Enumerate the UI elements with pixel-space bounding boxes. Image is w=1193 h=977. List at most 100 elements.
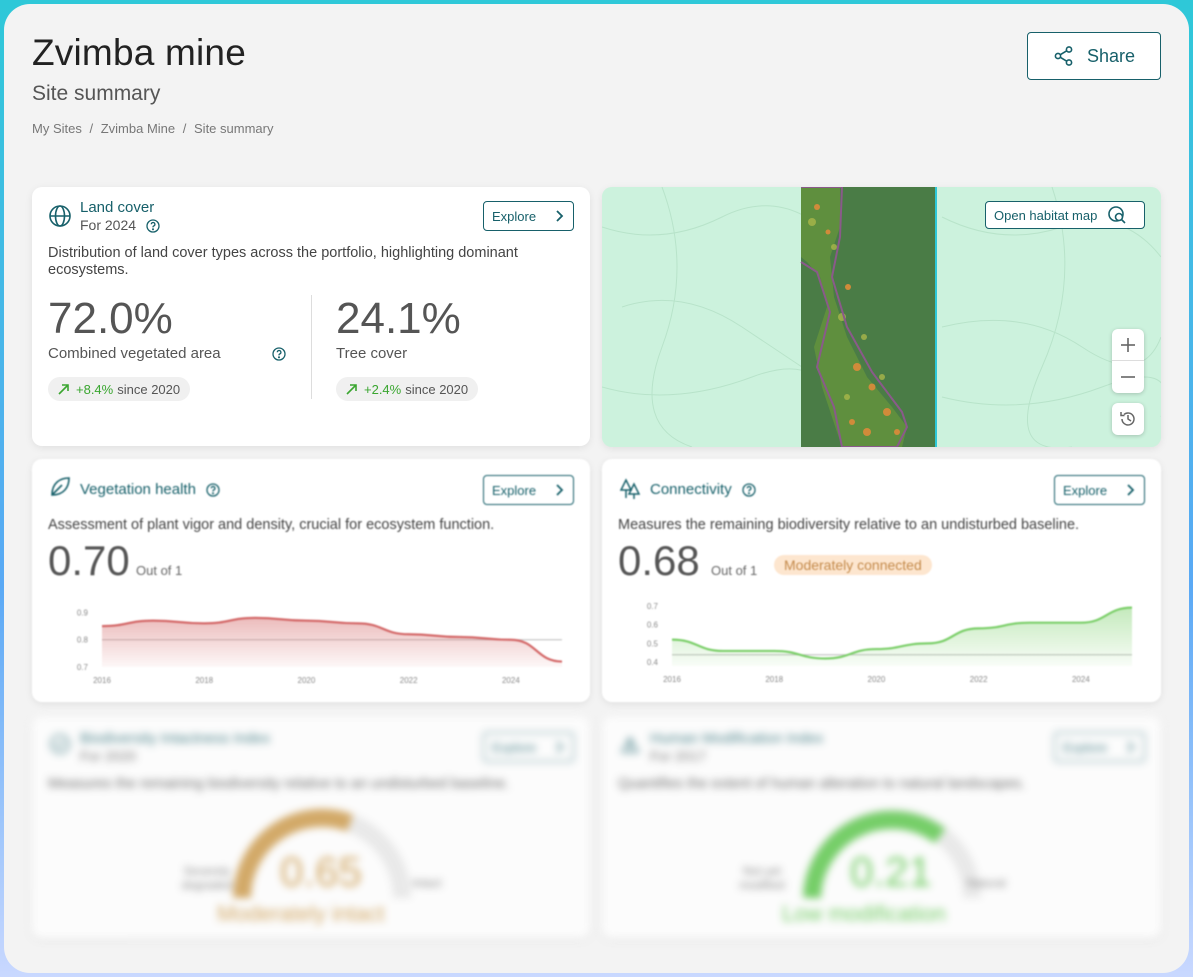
connectivity-status-badge: Moderately connected	[774, 555, 932, 575]
vegetation-health-title-text: Vegetation health	[80, 481, 196, 498]
hmi-left-label: Not yet modified	[739, 864, 785, 892]
x-tick-label: 2024	[1072, 675, 1090, 684]
bii-description: Measures the remaining biodiversity rela…	[48, 776, 510, 792]
share-button[interactable]: Share	[1027, 32, 1161, 80]
delta-since: since 2020	[117, 381, 181, 397]
help-icon[interactable]	[146, 219, 160, 233]
explore-label: Explore	[492, 482, 537, 498]
delta-value: +2.4%	[364, 381, 402, 397]
open-habitat-map-label: Open habitat map	[994, 207, 1098, 223]
open-habitat-map-button[interactable]: Open habitat map	[985, 201, 1145, 229]
connectivity-explore-button[interactable]: Explore	[1054, 475, 1145, 505]
vegetation-description: Assessment of plant vigor and density, c…	[48, 517, 495, 533]
vegetation-health-title: Vegetation health	[80, 481, 220, 498]
hmi-title: Human Modification Index	[650, 730, 824, 747]
chart-area	[672, 607, 1132, 666]
delta-since: since 2020	[405, 381, 469, 397]
bii-year: For 2020	[80, 748, 137, 764]
land-cover-year: For 2024	[80, 217, 160, 233]
vegetation-chart: 0.9 0.8 0.7 2016 2018 2020 2022 2024	[77, 608, 563, 685]
connectivity-card: Connectivity Explore Measures the remain…	[602, 459, 1161, 702]
chart-line	[671, 606, 1133, 660]
hmi-right-label: Natural	[967, 876, 1006, 890]
y-tick-label: 0.9	[77, 608, 89, 617]
minus-icon	[1121, 376, 1135, 378]
chevron-right-icon	[1127, 741, 1135, 753]
explore-label: Explore	[492, 739, 537, 755]
bii-status: Moderately intact	[217, 901, 385, 926]
history-button[interactable]	[1112, 403, 1144, 435]
help-icon[interactable]	[206, 483, 220, 497]
tree-cover-value: 24.1%	[336, 294, 461, 343]
x-tick-label: 2020	[298, 676, 316, 685]
app-frame: Zvimba mine Site summary My Sites / Zvim…	[4, 4, 1189, 973]
breadcrumb-my-sites[interactable]: My Sites	[32, 121, 82, 136]
x-tick-label: 2018	[765, 675, 783, 684]
hmi-gauge-value: 0.21	[850, 848, 932, 895]
breadcrumb-current: Site summary	[194, 121, 274, 136]
bii-gauge-fill	[233, 808, 354, 899]
x-tick-label: 2020	[868, 675, 886, 684]
x-tick-label: 2024	[502, 676, 520, 685]
zoom-controls	[1112, 329, 1144, 393]
breadcrumb-separator: /	[182, 121, 187, 136]
map-search-icon	[1108, 206, 1126, 224]
bii-icon	[50, 734, 70, 754]
y-tick-label: 0.4	[647, 658, 659, 667]
bii-card: Biodiversity Intactness Index For 2020 E…	[32, 716, 590, 938]
connectivity-chart: 0.7 0.6 0.5 0.4 2016 2018 2020 2022 2024	[647, 602, 1133, 684]
connectivity-title: Connectivity	[650, 481, 756, 498]
vegetated-area-delta: +8.4% since 2020	[48, 377, 191, 401]
x-tick-label: 2022	[400, 676, 418, 685]
vegetated-area-label: Combined vegetated area	[48, 345, 221, 362]
bii-gauge	[233, 808, 411, 899]
vegetation-explore-button[interactable]: Explore	[483, 475, 574, 505]
bii-left-label: Severely degraded	[181, 864, 233, 892]
delta-value: +8.4%	[76, 381, 114, 397]
explore-label: Explore	[1063, 739, 1108, 755]
y-tick-label: 0.5	[647, 639, 659, 648]
trend-up-icon	[58, 384, 69, 395]
chart-line	[101, 616, 563, 663]
globe-icon	[49, 205, 71, 227]
bii-explore-button[interactable]: Explore	[483, 732, 574, 762]
hmi-gauge-fill	[803, 810, 946, 899]
help-icon[interactable]	[272, 347, 286, 361]
connectivity-description: Measures the remaining biodiversity rela…	[618, 517, 1080, 533]
bii-right-label: Intact	[412, 876, 442, 890]
vegetation-value: 0.70	[48, 537, 130, 584]
hmi-explore-button[interactable]: Explore	[1054, 732, 1145, 762]
history-icon	[1120, 412, 1135, 426]
hmi-gauge	[803, 809, 981, 899]
land-cover-description: Distribution of land cover types across …	[48, 245, 518, 278]
page-title: Zvimba mine	[32, 32, 246, 73]
connectivity-value: 0.68	[618, 537, 700, 584]
bii-gauge-value: 0.65	[280, 848, 362, 895]
share-icon	[1054, 46, 1073, 66]
vegetation-health-card: Vegetation health Explore Assessment of …	[32, 459, 590, 702]
land-cover-year-text: For 2024	[80, 217, 137, 233]
plus-icon	[1121, 337, 1135, 352]
land-cover-explore-button[interactable]: Explore	[483, 201, 574, 231]
chevron-right-icon	[556, 484, 564, 496]
hmi-icon	[620, 736, 640, 753]
tree-cover-delta: +2.4% since 2020	[336, 377, 479, 401]
x-tick-label: 2018	[195, 676, 213, 685]
help-icon[interactable]	[742, 483, 756, 497]
hmi-status: Low modification	[782, 901, 946, 926]
chevron-right-icon	[556, 741, 564, 753]
trend-up-icon	[346, 384, 357, 395]
vegetation-out-of: Out of 1	[136, 563, 183, 578]
habitat-map[interactable]	[602, 187, 1161, 447]
zoom-in-button[interactable]	[1112, 329, 1144, 361]
hmi-description: Quantifies the extent of human alteratio…	[618, 776, 1026, 792]
breadcrumb-site[interactable]: Zvimba Mine	[100, 121, 176, 136]
leaf-icon	[51, 477, 70, 496]
habitat-map-card: Open habitat map	[602, 187, 1161, 447]
y-tick-label: 0.7	[647, 602, 659, 611]
hmi-card: Human Modification Index For 2017 Explor…	[602, 716, 1161, 938]
explore-label: Explore	[1063, 482, 1108, 498]
zoom-out-button[interactable]	[1112, 361, 1144, 393]
hmi-year: For 2017	[650, 748, 707, 764]
x-tick-label: 2016	[663, 675, 681, 684]
